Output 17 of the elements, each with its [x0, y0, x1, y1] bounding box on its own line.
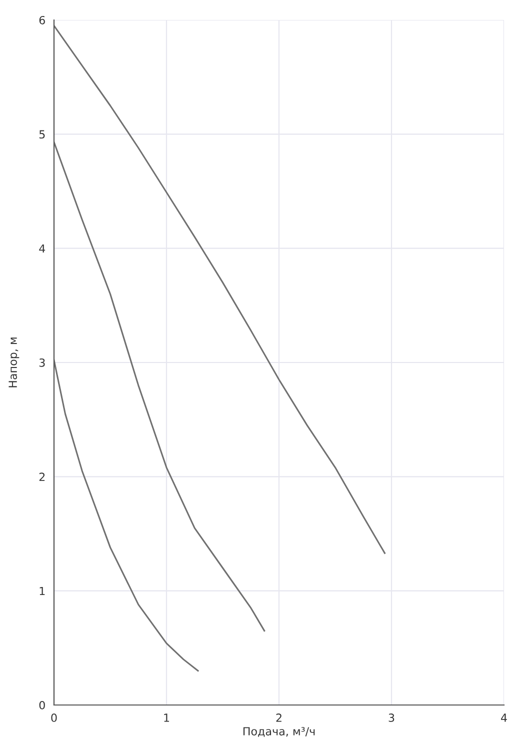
y-tick-label: 5 — [39, 130, 45, 139]
y-tick-label: 1 — [40, 586, 45, 596]
y-tick-label: 3 — [39, 358, 45, 367]
y-tick-label: 0 — [39, 700, 45, 710]
y-tick-label: 6 — [39, 16, 45, 24]
y-tick-label: 2 — [39, 472, 45, 481]
line-series — [54, 24, 386, 554]
x-axis-title: Подача, м³/ч — [243, 727, 315, 737]
y-tick-label: 4 — [39, 244, 46, 253]
y-axis-title: Напор, м — [8, 338, 20, 388]
x-tick-label: 4 — [501, 714, 507, 722]
x-tick-label: 3 — [388, 714, 394, 722]
x-tick-label: 1 — [164, 714, 170, 722]
line-series — [54, 359, 199, 672]
x-tick-label: 2 — [276, 714, 282, 722]
x-tick-label: 0 — [51, 714, 57, 722]
line-series — [54, 141, 266, 632]
